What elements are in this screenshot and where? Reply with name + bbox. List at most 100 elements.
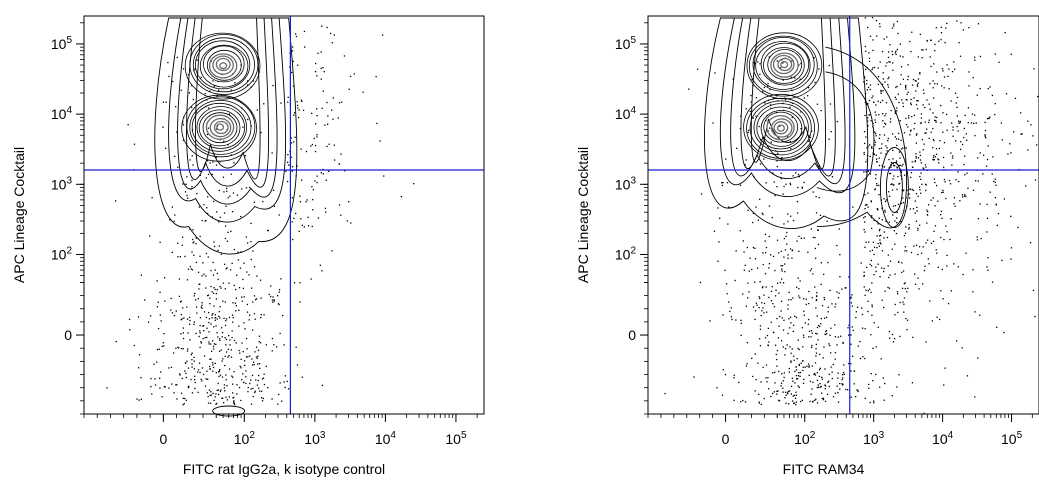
event-dot xyxy=(910,129,912,131)
event-dot xyxy=(941,191,943,194)
event-dot xyxy=(911,161,913,163)
event-dot xyxy=(802,334,805,336)
event-dot xyxy=(867,125,869,127)
event-dot xyxy=(811,130,813,132)
event-dot xyxy=(759,338,761,340)
event-dot xyxy=(901,165,903,167)
event-dot xyxy=(832,396,835,398)
event-dot xyxy=(952,135,954,137)
event-dot xyxy=(257,349,260,351)
event-dot xyxy=(187,387,190,389)
event-dot xyxy=(759,281,761,283)
event-dot xyxy=(178,278,181,280)
event-dot xyxy=(907,75,909,78)
event-dot xyxy=(885,102,888,104)
event-dot xyxy=(841,374,844,376)
event-dot xyxy=(960,148,962,151)
event-dot xyxy=(349,75,352,78)
contour-line xyxy=(885,162,903,213)
event-dot xyxy=(239,365,241,367)
event-dot xyxy=(774,382,776,384)
event-dot xyxy=(747,209,749,211)
event-dot xyxy=(815,348,817,350)
event-dot xyxy=(804,366,806,368)
contour-line xyxy=(177,17,278,205)
event-dot xyxy=(958,122,960,124)
event-dot xyxy=(237,259,240,261)
event-dot xyxy=(693,376,695,378)
event-dot xyxy=(180,348,183,350)
event-dot xyxy=(249,382,251,385)
event-dot xyxy=(1010,215,1012,217)
event-dot xyxy=(203,311,206,313)
event-dot xyxy=(198,335,200,338)
event-dot xyxy=(951,71,954,73)
event-dot xyxy=(760,381,762,383)
event-dot xyxy=(789,346,791,348)
event-dot xyxy=(946,22,948,25)
event-dot xyxy=(987,257,989,259)
event-dot xyxy=(930,199,932,201)
event-dot xyxy=(186,176,188,178)
event-dot xyxy=(798,386,800,388)
event-dot xyxy=(1034,179,1037,181)
event-dot xyxy=(807,95,809,97)
event-dot xyxy=(259,279,262,281)
event-dot xyxy=(919,189,921,191)
event-dot xyxy=(763,397,765,400)
event-dot xyxy=(220,349,222,351)
event-dot xyxy=(326,145,328,148)
event-dot xyxy=(242,351,244,353)
event-dot xyxy=(745,108,747,110)
event-dot xyxy=(263,103,265,105)
event-dot xyxy=(899,55,901,57)
event-dot xyxy=(819,367,821,369)
event-dot xyxy=(873,402,875,404)
event-dot xyxy=(885,123,887,125)
event-dot xyxy=(224,390,226,392)
contour-line xyxy=(196,106,245,149)
event-dot xyxy=(190,378,192,381)
event-dot xyxy=(909,188,911,190)
event-dot xyxy=(802,298,805,300)
event-dot xyxy=(940,104,942,107)
event-dot xyxy=(168,75,170,78)
event-dot xyxy=(319,264,321,266)
event-dot xyxy=(765,252,767,254)
event-dot xyxy=(915,153,917,155)
event-dot xyxy=(781,59,783,61)
event-dot xyxy=(212,392,214,394)
event-dot xyxy=(843,364,845,366)
event-dot xyxy=(312,199,314,201)
event-dot xyxy=(818,68,820,70)
event-dot xyxy=(245,382,247,385)
event-dot xyxy=(935,120,937,122)
event-dot xyxy=(948,179,951,182)
event-dot xyxy=(964,155,966,157)
event-dot xyxy=(193,295,195,297)
event-dot xyxy=(892,163,894,165)
event-dot xyxy=(899,335,901,338)
event-dot xyxy=(943,384,945,386)
event-dot xyxy=(915,220,918,222)
event-dot xyxy=(209,303,211,305)
event-dot xyxy=(936,71,938,73)
contour-line xyxy=(195,17,261,180)
event-dot xyxy=(936,316,938,318)
event-dot xyxy=(920,122,922,124)
event-dot xyxy=(820,262,822,264)
event-dot xyxy=(902,105,904,108)
y-tick-label: 104 xyxy=(51,105,73,122)
event-dot xyxy=(867,26,869,29)
event-dot xyxy=(202,338,204,340)
event-dot xyxy=(140,398,142,400)
event-dot xyxy=(917,253,919,256)
event-dot xyxy=(921,139,923,141)
event-dot xyxy=(787,304,789,306)
y-tick-label: 105 xyxy=(615,35,637,52)
event-dot xyxy=(192,98,194,101)
event-dot xyxy=(880,358,882,360)
event-dot xyxy=(186,306,188,308)
event-dot xyxy=(778,400,781,402)
event-dot xyxy=(922,104,924,106)
